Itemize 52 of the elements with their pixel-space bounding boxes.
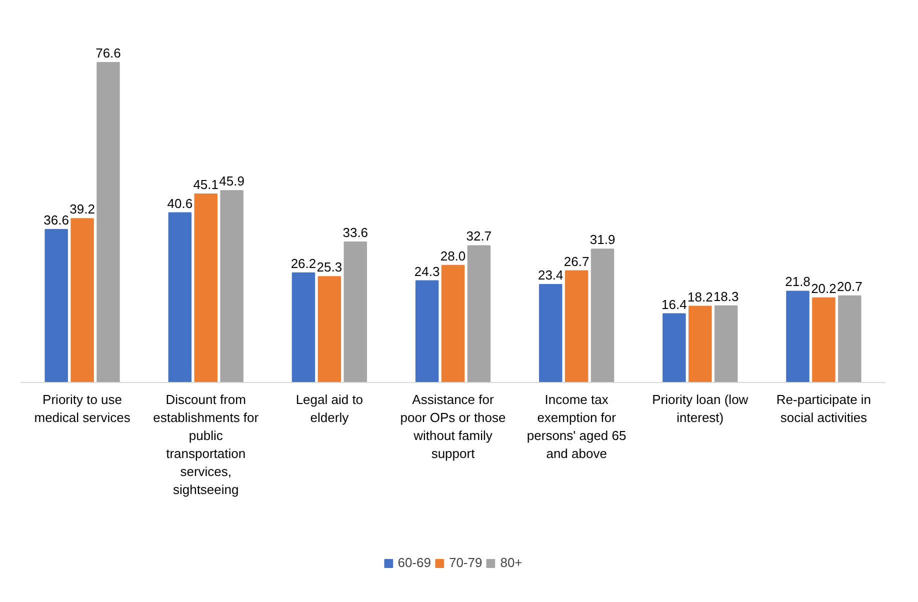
data-label: 21.8: [785, 274, 810, 290]
bar: [70, 218, 94, 383]
x-tick-label: Priority loan (low interest): [652, 392, 749, 426]
data-label: 26.2: [290, 256, 316, 271]
bar: [441, 264, 465, 383]
bar: [564, 270, 588, 383]
x-tick-label: Discount from establishments for public transportation services, sightseeing: [153, 392, 260, 498]
data-label: 23.4: [538, 268, 564, 283]
data-label: 18.3: [713, 288, 739, 304]
bar: [714, 305, 738, 383]
legend-label: 60-69: [398, 555, 431, 570]
data-label: 36.6: [44, 212, 69, 228]
bar: [168, 212, 192, 383]
bar: [838, 295, 862, 383]
data-label: 33.6: [342, 224, 368, 240]
data-label: 76.6: [96, 45, 121, 60]
data-label: 26.7: [564, 254, 590, 269]
bar: [688, 306, 712, 383]
legend-label: 70-79: [448, 555, 482, 570]
data-label: 32.7: [466, 228, 492, 244]
x-tick-label: Legal aid to elderly: [296, 392, 364, 426]
data-label: 28.0: [440, 248, 466, 264]
data-label: 45.1: [193, 176, 219, 192]
bar: [96, 62, 120, 383]
bar: [194, 193, 218, 383]
data-label: 40.6: [167, 196, 193, 211]
legend-label: 80+: [500, 555, 522, 570]
bar: [590, 248, 614, 383]
data-label: 18.2: [687, 289, 713, 304]
data-label: 31.9: [590, 232, 616, 248]
bar: [415, 280, 439, 383]
bar: [292, 272, 316, 383]
bar: [467, 245, 491, 383]
bar: [812, 297, 836, 383]
bar: [539, 284, 562, 383]
data-label: 45.9: [219, 174, 244, 189]
data-label: 20.7: [837, 278, 862, 294]
data-label: 24.3: [414, 264, 440, 279]
bar: [662, 313, 686, 383]
x-tick-label: Re-participate in social activities: [776, 392, 872, 426]
bar: [220, 190, 244, 383]
data-label: 39.2: [70, 202, 95, 217]
x-tick-label: Priority to use medical services: [34, 392, 131, 426]
data-label: 20.2: [811, 280, 836, 296]
bar: [318, 276, 342, 383]
bar: [786, 290, 810, 383]
x-tick-label: Income tax exemption for persons' aged 65 and above: [526, 392, 626, 462]
bar: [344, 241, 367, 383]
data-label: 25.3: [316, 260, 342, 275]
bar: [44, 228, 68, 383]
x-tick-label: Assistance for poor OPs or those without family support: [400, 392, 506, 462]
data-label: 16.4: [662, 296, 687, 312]
